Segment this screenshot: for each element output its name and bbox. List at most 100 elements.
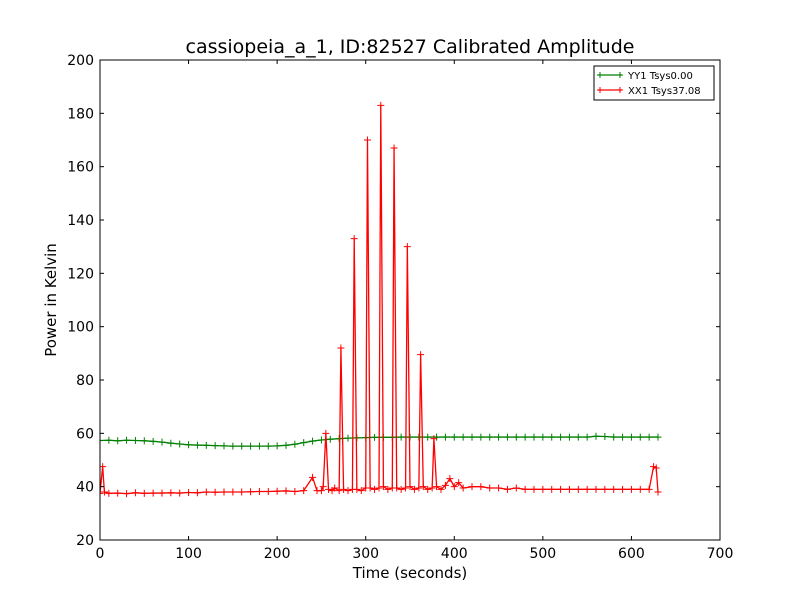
- data-point: [202, 488, 210, 496]
- data-point: [300, 487, 308, 495]
- data-point: [185, 441, 193, 449]
- data-point: [176, 489, 184, 497]
- data-point: [486, 484, 494, 492]
- y-tick-label: 140: [67, 213, 94, 229]
- data-point: [158, 438, 166, 446]
- data-point: [264, 442, 272, 450]
- y-tick-label: 180: [67, 106, 94, 122]
- data-point: [654, 433, 662, 441]
- data-point: [428, 484, 436, 492]
- data-point: [202, 441, 210, 449]
- y-tick-label: 60: [76, 426, 94, 442]
- x-tick-label: 500: [529, 546, 556, 562]
- legend-marker: [597, 72, 623, 78]
- data-point: [167, 439, 175, 447]
- data-point: [446, 475, 454, 483]
- data-point: [495, 484, 503, 492]
- data-point: [477, 433, 485, 441]
- data-point: [317, 487, 325, 495]
- data-point: [140, 489, 148, 497]
- x-tick-label: 200: [264, 546, 291, 562]
- y-tick-label: 160: [67, 160, 94, 176]
- x-axis-label: Time (seconds): [352, 564, 468, 582]
- x-tick-label: 400: [441, 546, 468, 562]
- data-point: [282, 441, 290, 449]
- data-point: [340, 485, 348, 493]
- data-point: [255, 487, 263, 495]
- axis-ticks: 0 100 200 300 400 500 600 700 20 40 60 80 100 120 140 1…: [67, 53, 733, 562]
- data-point: [366, 484, 374, 492]
- data-point: [592, 485, 600, 493]
- data-point: [636, 485, 644, 493]
- data-point: [610, 485, 618, 493]
- data-point: [100, 437, 104, 445]
- data-point: [441, 433, 449, 441]
- data-point: [291, 440, 299, 448]
- data-point: [430, 435, 438, 443]
- data-point: [140, 437, 148, 445]
- series-1: [100, 101, 662, 498]
- data-point: [309, 473, 317, 481]
- x-tick-label: 300: [352, 546, 379, 562]
- data-point: [193, 489, 201, 497]
- data-point: [557, 485, 565, 493]
- data-point: [114, 489, 122, 497]
- data-point: [247, 442, 255, 450]
- legend: YY1 Tsys0.00 XX1 Tsys37.08: [593, 65, 715, 101]
- data-point: [211, 442, 219, 450]
- data-point: [291, 487, 299, 495]
- data-point: [384, 485, 392, 493]
- data-point: [167, 489, 175, 497]
- data-point: [530, 433, 538, 441]
- data-point: [317, 436, 325, 444]
- data-point: [220, 488, 228, 496]
- data-point: [331, 484, 339, 492]
- data-point: [238, 488, 246, 496]
- data-point: [353, 485, 361, 493]
- data-point: [459, 484, 467, 492]
- data-point: [377, 101, 385, 109]
- data-point: [450, 433, 458, 441]
- data-point: [100, 489, 104, 497]
- data-point: [521, 433, 529, 441]
- data-point: [495, 433, 503, 441]
- data-point: [344, 434, 352, 442]
- data-point: [437, 485, 445, 493]
- data-point: [255, 442, 263, 450]
- data-point: [379, 483, 387, 491]
- data-point: [149, 437, 157, 445]
- data-point: [486, 433, 494, 441]
- y-tick-label: 80: [76, 373, 94, 389]
- data-point: [123, 436, 131, 444]
- data-point: [247, 488, 255, 496]
- data-point: [238, 442, 246, 450]
- legend-label: YY1 Tsys0.00: [627, 71, 693, 82]
- data-layer: [100, 101, 662, 498]
- legend-box: [593, 65, 715, 101]
- data-point: [300, 439, 308, 447]
- data-point: [273, 442, 281, 450]
- data-point: [402, 484, 410, 492]
- data-point: [419, 483, 427, 491]
- data-point: [415, 484, 423, 492]
- data-point: [601, 485, 609, 493]
- data-point: [645, 485, 653, 493]
- data-point: [627, 433, 635, 441]
- data-point: [455, 479, 463, 487]
- x-tick-label: 600: [618, 546, 645, 562]
- data-point: [548, 433, 556, 441]
- data-point: [583, 485, 591, 493]
- data-point: [390, 144, 398, 152]
- legend-label: XX1 Tsys37.08: [628, 86, 701, 97]
- data-point: [592, 432, 600, 440]
- data-point: [433, 483, 441, 491]
- data-point: [503, 433, 511, 441]
- data-point: [326, 435, 334, 443]
- data-point: [363, 136, 371, 144]
- data-point: [652, 464, 660, 472]
- data-point: [337, 344, 345, 352]
- data-point: [357, 487, 365, 495]
- data-point: [403, 243, 411, 251]
- y-axis-label: Power in Kelvin: [42, 243, 60, 357]
